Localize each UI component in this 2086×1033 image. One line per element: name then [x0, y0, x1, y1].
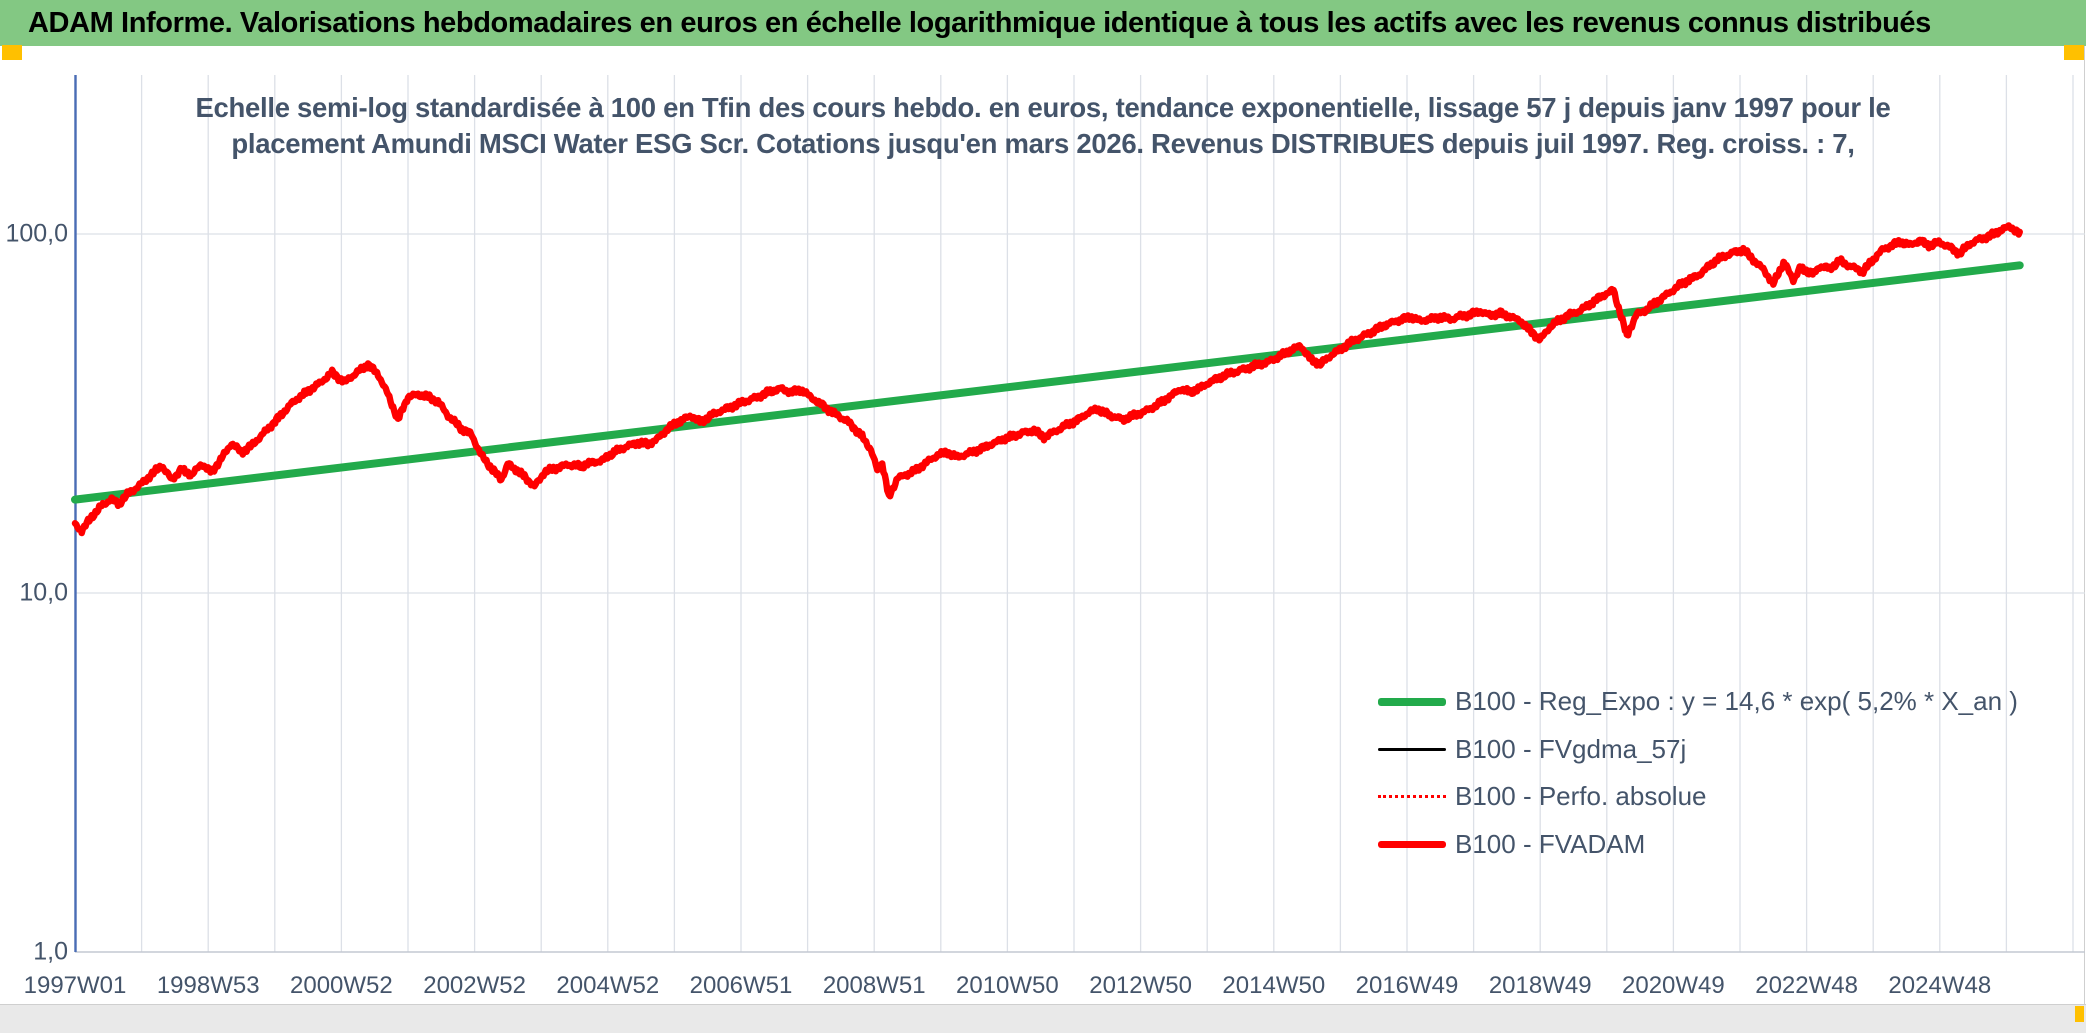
x-tick-label: 1997W01 — [23, 972, 127, 999]
series-reg-expo-line — [71, 261, 2024, 504]
legend-item-fvadam: B100 - FVADAM — [1378, 821, 2018, 869]
chart-title: Echelle semi-log standardisée à 100 en T… — [0, 90, 2086, 162]
legend-item-fvgdma: B100 - FVgdma_57j — [1378, 726, 2018, 774]
corner-marker-left — [2, 45, 22, 60]
legend-line-sample — [1378, 697, 1446, 706]
title-bar: ADAM Informe. Valorisations hebdomadaire… — [0, 0, 2086, 46]
bottom-strip — [0, 1004, 2086, 1033]
x-tick-label: 2014W50 — [1222, 972, 1326, 999]
x-tick-label: 2004W52 — [556, 972, 660, 999]
corner-marker-right — [2064, 45, 2084, 60]
chart-title-line1: Echelle semi-log standardisée à 100 en T… — [195, 92, 1891, 123]
chart-legend: B100 - Reg_Expo : y = 14,6 * exp( 5,2% *… — [1378, 678, 2018, 868]
legend-item-label: B100 - Perfo. absolue — [1455, 781, 1707, 812]
x-tick-label: 2018W49 — [1488, 972, 1592, 999]
series-fvgdma-line — [74, 225, 2021, 531]
legend-item-label: B100 - FVADAM — [1455, 828, 1646, 859]
title-bar-text: ADAM Informe. Valorisations hebdomadaire… — [28, 6, 1931, 39]
x-tick-label: 2024W48 — [1888, 972, 1992, 999]
x-tick-label: 2012W50 — [1089, 972, 1192, 999]
legend-item-label: B100 - Reg_Expo : y = 14,6 * exp( 5,2% *… — [1455, 686, 2018, 717]
chart-title-line2: placement Amundi MSCI Water ESG Scr. Cot… — [231, 128, 1855, 159]
x-tick-label: 1998W53 — [156, 972, 260, 999]
x-tick-label: 2006W51 — [689, 972, 793, 999]
x-tick-label: 2002W52 — [423, 972, 526, 999]
bottom-corner-marker — [2075, 1006, 2084, 1022]
y-tick-label: 100,0 — [5, 219, 68, 248]
chart-canvas[interactable]: Echelle semi-log standardisée à 100 en T… — [0, 46, 2085, 1004]
x-tick-label: 2020W49 — [1622, 972, 1725, 999]
y-tick-label: 1,0 — [33, 937, 68, 966]
y-tick-label: 10,0 — [19, 578, 68, 607]
legend-item-reg_expo: B100 - Reg_Expo : y = 14,6 * exp( 5,2% *… — [1378, 678, 2018, 726]
legend-item-label: B100 - FVgdma_57j — [1455, 733, 1687, 764]
legend-line-sample — [1378, 841, 1446, 848]
x-tick-label: 2016W49 — [1355, 972, 1459, 999]
chart-plot-svg — [71, 75, 2085, 953]
x-tick-label: 2010W50 — [956, 972, 1059, 999]
x-tick-label: 2000W52 — [290, 972, 393, 999]
x-tick-label: 2008W51 — [822, 972, 926, 999]
legend-item-perfo: B100 - Perfo. absolue — [1378, 773, 2018, 821]
legend-line-sample — [1378, 795, 1446, 799]
x-tick-label: 2022W48 — [1755, 972, 1858, 999]
series-fvadam-line — [71, 222, 2023, 537]
legend-line-sample — [1378, 747, 1446, 751]
